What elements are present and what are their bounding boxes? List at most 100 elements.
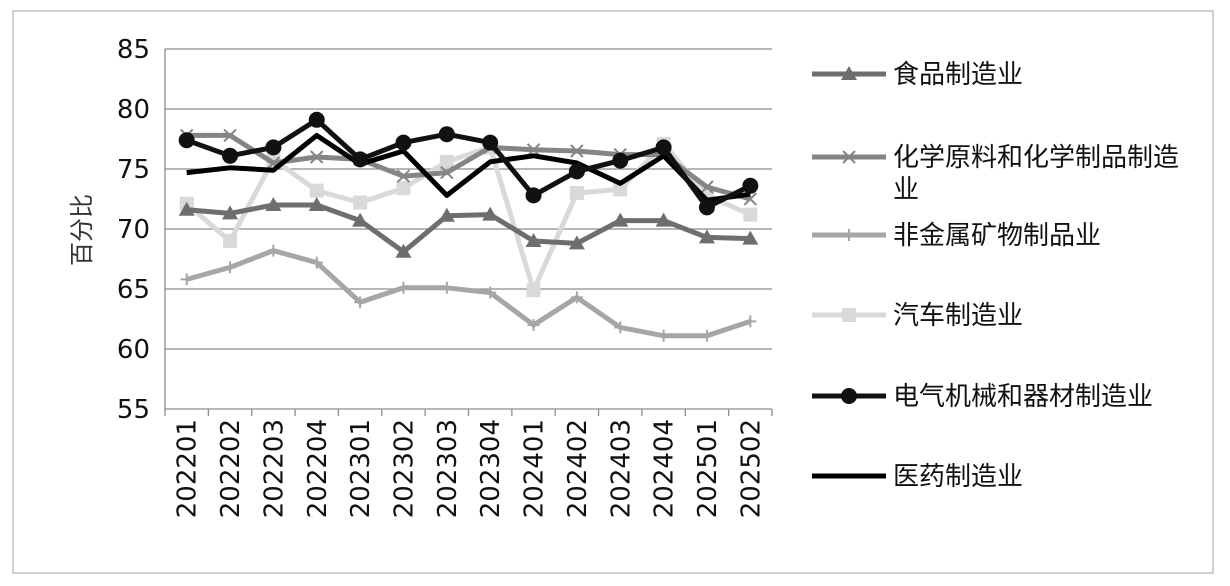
- data-point: [742, 177, 759, 194]
- data-point: [397, 281, 410, 294]
- y-tick-label: 75: [117, 155, 150, 185]
- data-point: [482, 206, 499, 221]
- data-point: [700, 329, 713, 342]
- x-tick-label: 202201: [173, 419, 203, 518]
- legend-marker: [842, 150, 856, 164]
- data-point: [526, 283, 541, 298]
- data-point: [569, 186, 584, 200]
- y-axis-label: 百分比: [68, 194, 96, 266]
- legend-marker: [843, 229, 855, 241]
- data-point: [482, 134, 499, 151]
- data-point: [395, 243, 412, 258]
- data-point: [440, 165, 454, 180]
- data-point: [352, 151, 369, 168]
- data-point: [396, 181, 411, 196]
- data-point: [440, 281, 453, 294]
- data-point: [655, 139, 672, 156]
- series-layer: [178, 111, 759, 342]
- data-point: [353, 195, 368, 210]
- data-point: [223, 128, 237, 143]
- data-point: [614, 321, 627, 334]
- data-point: [568, 163, 585, 180]
- x-tick-label: 202304: [476, 419, 506, 518]
- y-tick-label: 80: [117, 95, 150, 125]
- legend-label: 汽车制造业: [893, 301, 1023, 331]
- y-tick-label: 70: [117, 215, 150, 245]
- data-point: [395, 134, 412, 151]
- chart-frame: [12, 10, 1214, 574]
- x-axis: 202201 202202 202203 202204 202301 202302 2023…: [164, 409, 773, 518]
- data-point: [570, 291, 583, 304]
- data-point: [180, 273, 193, 286]
- data-point: [742, 230, 759, 245]
- data-point: [570, 144, 584, 158]
- data-point: [657, 329, 670, 342]
- data-point: [267, 244, 280, 257]
- data-point: [310, 256, 323, 269]
- x-tick-label: 202303: [433, 419, 463, 518]
- legend-label: 食品制造业: [893, 60, 1023, 90]
- data-point: [352, 212, 369, 227]
- x-tick-label: 202401: [520, 419, 550, 518]
- data-point: [525, 233, 542, 247]
- legend-marker: [841, 388, 857, 404]
- y-tick-label: 65: [117, 275, 150, 305]
- data-point: [744, 315, 757, 328]
- series-line: [186, 248, 752, 339]
- x-tick-label: 202403: [606, 419, 636, 518]
- x-tick-label: 202203: [259, 419, 289, 518]
- data-point: [484, 286, 497, 299]
- data-point: [178, 201, 195, 216]
- y-tick-label: 55: [117, 395, 150, 425]
- x-tick-label: 202204: [303, 419, 333, 518]
- data-point: [743, 207, 758, 222]
- data-point: [698, 199, 715, 216]
- y-axis: 55 60 65 70 75 80 85: [117, 35, 166, 425]
- data-point: [526, 143, 541, 157]
- x-tick-label: 202302: [389, 419, 419, 518]
- legend-label: 化学原料和化学制品制造业: [893, 143, 1179, 205]
- data-point: [265, 139, 282, 156]
- x-tick-label: 202301: [346, 419, 376, 518]
- legend-marker: [841, 66, 857, 80]
- series-line: [186, 132, 751, 203]
- data-point: [438, 207, 455, 222]
- data-point: [527, 319, 540, 331]
- data-point: [308, 111, 325, 128]
- legend-marker: [842, 308, 856, 322]
- data-point: [222, 147, 239, 164]
- legend-label: 电气机械和器材制造业: [893, 382, 1153, 412]
- x-tick-label: 202402: [563, 419, 593, 518]
- x-tick-label: 202501: [693, 419, 723, 518]
- data-point: [612, 152, 629, 169]
- x-tick-label: 202404: [650, 419, 680, 518]
- data-point: [265, 197, 282, 211]
- data-point: [655, 212, 672, 227]
- data-point: [222, 205, 239, 220]
- legend: 食品制造业化学原料和化学制品制造业非金属矿物制品业汽车制造业电气机械和器材制造业…: [812, 60, 1179, 492]
- data-point: [308, 197, 325, 211]
- data-point: [309, 183, 324, 198]
- y-tick-label: 85: [117, 35, 150, 65]
- x-tick-label: 202502: [736, 419, 766, 518]
- data-point: [178, 132, 195, 149]
- x-tick-label: 202202: [216, 419, 246, 518]
- legend-label: 医药制造业: [893, 462, 1023, 492]
- data-point: [438, 126, 455, 143]
- data-point: [525, 187, 542, 204]
- data-point: [223, 234, 238, 248]
- legend-label: 非金属矿物制品业: [893, 221, 1101, 251]
- data-point: [568, 235, 585, 250]
- series-line: [186, 202, 751, 255]
- data-point: [439, 154, 454, 169]
- y-tick-label: 60: [117, 335, 150, 365]
- data-point: [612, 212, 629, 227]
- data-point: [354, 296, 367, 309]
- data-point: [310, 150, 324, 164]
- data-point: [613, 182, 628, 197]
- data-point: [224, 261, 237, 274]
- data-point: [700, 180, 714, 194]
- data-point: [396, 169, 411, 183]
- data-point: [698, 229, 715, 244]
